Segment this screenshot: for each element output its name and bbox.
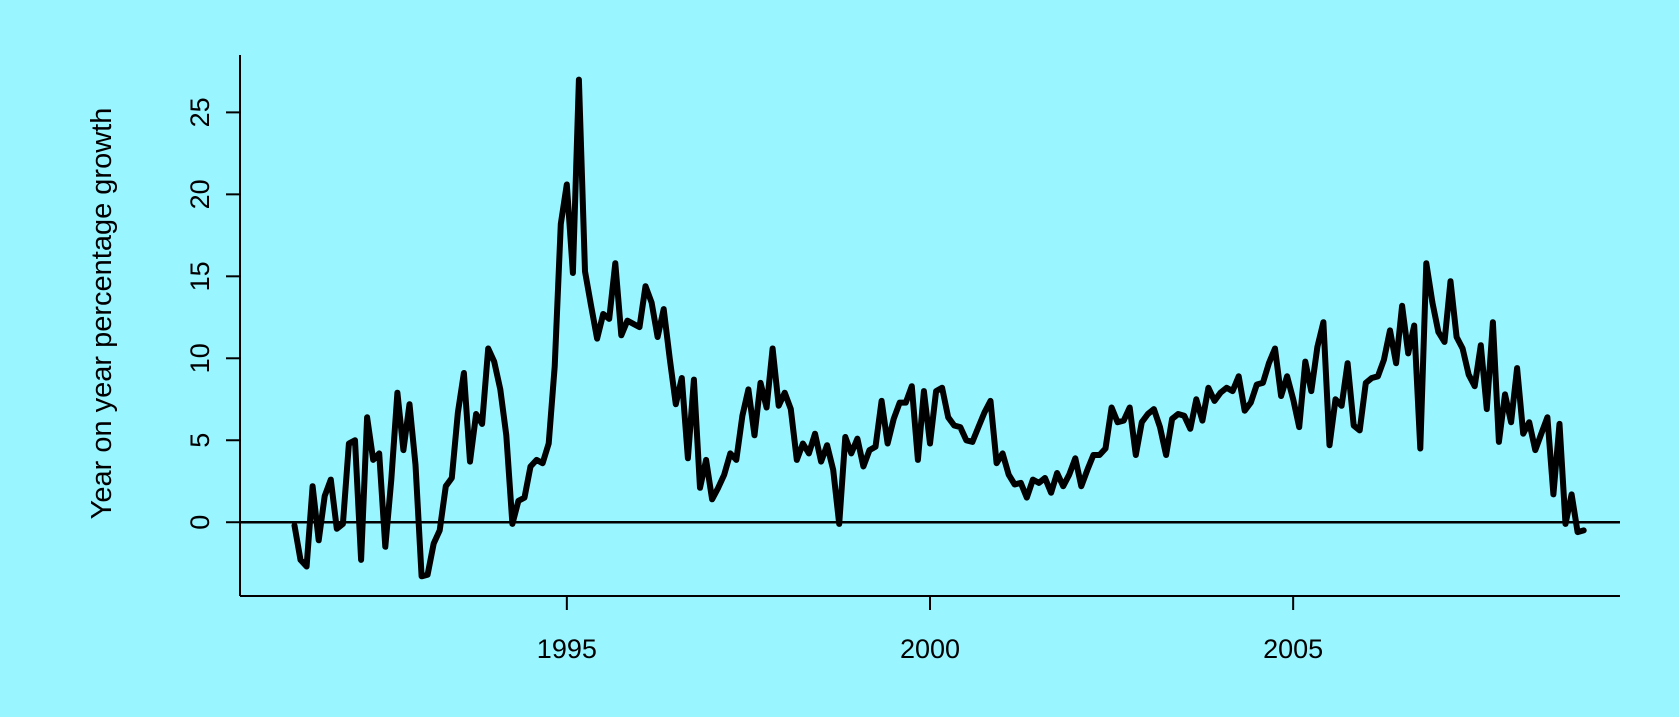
series-line bbox=[291, 76, 1587, 580]
y-tick-label: 10 bbox=[185, 343, 215, 373]
y-tick-label: 20 bbox=[185, 179, 215, 209]
x-tick-label: 1995 bbox=[537, 634, 597, 664]
series-group bbox=[291, 76, 1587, 580]
x-axis-ticks: 1995 2000 2005 bbox=[537, 596, 1323, 664]
y-tick-label: 5 bbox=[185, 433, 215, 448]
x-tick-label: 2005 bbox=[1263, 634, 1323, 664]
x-tick-label: 2000 bbox=[900, 634, 960, 664]
y-tick-label: 0 bbox=[185, 515, 215, 530]
y-axis-ticks: 0 5 10 15 20 25 bbox=[185, 97, 240, 530]
y-axis-title: Year on year percentage growth bbox=[86, 108, 118, 520]
y-tick-label: 15 bbox=[185, 261, 215, 291]
y-tick-label: 25 bbox=[185, 97, 215, 127]
